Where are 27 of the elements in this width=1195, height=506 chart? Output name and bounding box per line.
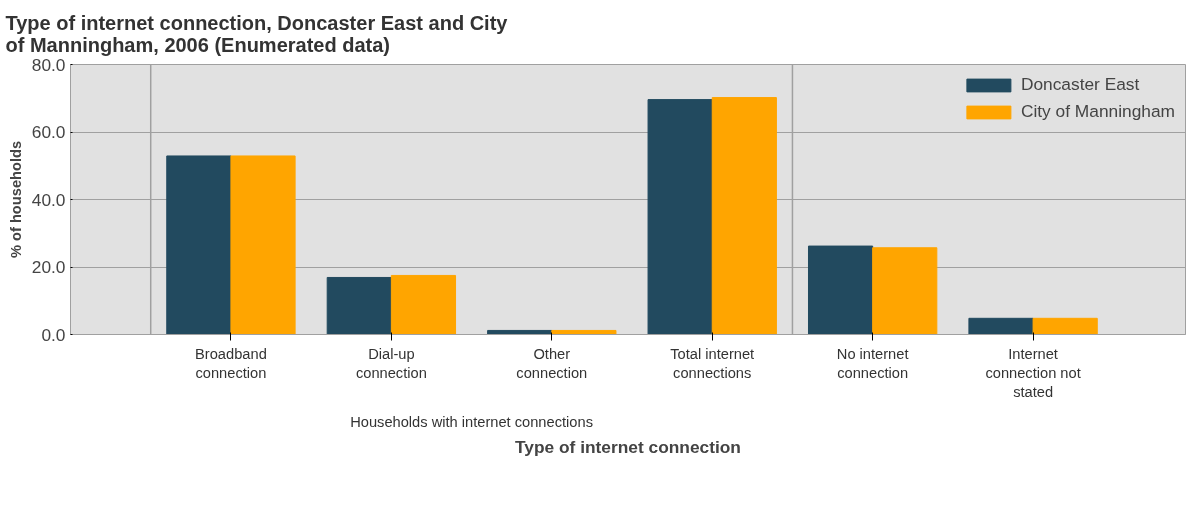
y-tick-label: 80.0 [31,54,66,75]
bar [230,155,296,335]
bar [807,245,874,335]
y-tick-label: 60.0 [31,122,66,142]
y-tick-label: 20.0 [31,257,66,277]
bar [166,155,232,335]
bar [872,247,938,335]
y-axis-title: % of households [7,140,24,259]
legend-label: Doncaster East [1020,74,1140,95]
bar [968,317,1034,335]
x-axis-title: Type of internet connection [515,436,741,457]
bar [711,97,777,335]
y-tick-label: 40.0 [31,189,66,210]
x-tick-label: Broadband connection [195,345,267,381]
y-tick-label: 0.0 [41,324,66,345]
bar [326,276,392,335]
bar [1032,317,1098,335]
x-tick-label: Other connection [516,345,588,381]
x-tick-label: No internet connection [836,345,909,381]
bar [390,274,457,335]
legend-label: City of Manningham [1020,101,1175,122]
chart-title: Type of internet connection, Doncaster East and City of Manningham, 2006 (Enumerated data) [5,11,509,56]
x-tick-label: Internet connection not stated [985,345,1081,400]
x-tick-label: Total internet connections [670,345,755,381]
x-tick-label: Dial-up connection [355,345,427,381]
bar [647,99,713,335]
text: Households with internet connections [350,413,593,430]
